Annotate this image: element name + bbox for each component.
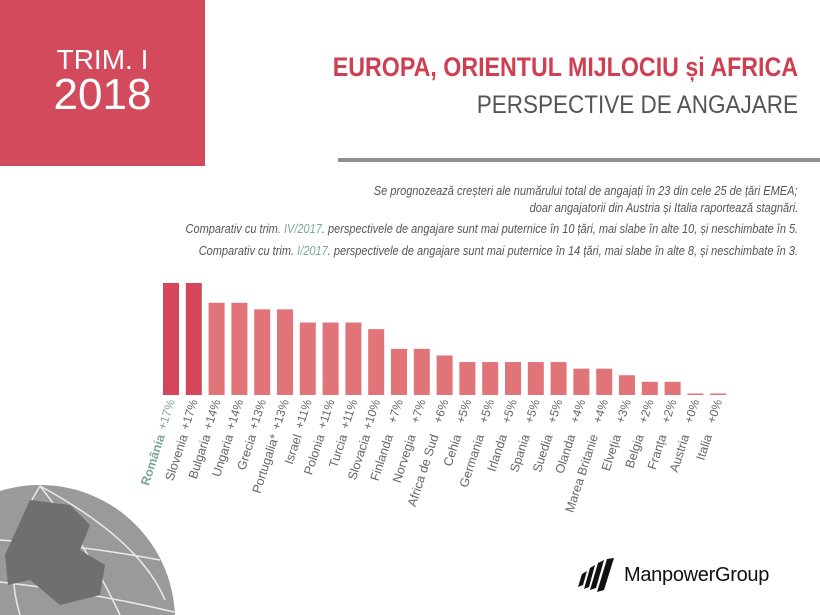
- value-label: +4%: [590, 397, 611, 425]
- value-label: +5%: [522, 397, 543, 425]
- value-label: +13%: [246, 397, 269, 431]
- note-text: . perspectivele de angajare sunt mai put…: [321, 222, 798, 236]
- value-label: +14%: [223, 397, 246, 431]
- value-label: +3%: [613, 397, 634, 425]
- value-label: +5%: [499, 397, 520, 425]
- value-label: +6%: [431, 397, 452, 425]
- category-label: Franța: [645, 433, 669, 472]
- value-label: +0%: [704, 397, 725, 425]
- note-line-1: Se prognozează creșteri ale numărului to…: [374, 184, 798, 198]
- note-line-2: doar angajatorii din Austria și Italia r…: [529, 201, 798, 215]
- bar-olanda: [573, 368, 590, 395]
- category-label: Irlanda: [485, 433, 510, 474]
- bar-marea-britanie: [596, 368, 613, 395]
- value-label: +14%: [201, 397, 224, 431]
- note-highlight: IV/2017: [283, 222, 322, 236]
- value-label: +11%: [315, 397, 338, 430]
- category-label: Suedia: [530, 433, 555, 474]
- bar-ungaria: [231, 302, 248, 395]
- bar-franța: [664, 381, 681, 395]
- value-label: +2%: [636, 397, 657, 425]
- value-label: +17%: [155, 397, 178, 431]
- value-label: +7%: [408, 397, 429, 425]
- bar-spania: [527, 362, 544, 395]
- value-label: +5%: [545, 397, 566, 425]
- logo-text: ManpowerGroup: [624, 563, 770, 586]
- value-label: +17%: [178, 397, 201, 431]
- bar-cehia: [459, 362, 476, 395]
- bar-polonia: [322, 322, 339, 395]
- category-label: Ungaria: [209, 433, 236, 479]
- quarter-badge: TRIM. I 2018: [0, 0, 205, 166]
- category-label: Austria: [667, 433, 692, 474]
- value-label: +2%: [659, 397, 680, 425]
- globe-graphic: [0, 484, 175, 615]
- category-label: Spania: [507, 433, 532, 474]
- bar-irlanda: [505, 362, 521, 395]
- value-label: +4%: [567, 397, 588, 425]
- bar-germania: [482, 362, 499, 395]
- note-line-4: Comparativ cu trim. I/2017. perspectivel…: [199, 244, 798, 258]
- bar-austria: [687, 393, 704, 395]
- category-label: Turcia: [326, 433, 350, 470]
- note-text: . perspectivele de angajare sunt mai put…: [327, 244, 798, 258]
- category-label: Elveția: [599, 433, 624, 473]
- category-label: Polonia: [301, 433, 327, 477]
- bar-africa-de-sud: [436, 355, 453, 395]
- note-text: Comparativ cu trim.: [185, 222, 284, 236]
- bar-portugalia-: [277, 309, 293, 395]
- value-label: +10%: [360, 397, 383, 431]
- bar-românia: [163, 283, 179, 395]
- value-label: +5%: [476, 397, 497, 425]
- category-label: Belgia: [623, 433, 647, 470]
- bar-finlanda: [391, 348, 407, 395]
- bar-norvegia: [413, 348, 430, 395]
- quarter-label: TRIM. I: [56, 44, 149, 75]
- page-subtitle: PERSPECTIVE DE ANGAJARE: [476, 91, 798, 119]
- logo-mark-icon: [578, 558, 614, 592]
- value-label: +11%: [292, 397, 315, 430]
- value-label: +11%: [338, 397, 361, 430]
- bar-slovacia: [368, 329, 385, 395]
- bar-bulgaria: [208, 302, 225, 395]
- bar-turcia: [345, 322, 362, 395]
- page-title: EUROPA, ORIENTUL MIJLOCIU și AFRICA: [332, 52, 798, 82]
- category-label: Olanda: [552, 433, 578, 476]
- manpowergroup-logo: ManpowerGroup: [578, 558, 769, 592]
- year-label: 2018: [53, 70, 152, 119]
- divider: [338, 158, 820, 162]
- bar-grecia: [254, 309, 271, 395]
- bar-belgia: [641, 381, 658, 395]
- bar-suedia: [550, 362, 567, 395]
- category-label: Israel: [282, 433, 305, 466]
- note-highlight: I/2017: [297, 244, 328, 258]
- bar-italia: [710, 393, 727, 395]
- value-label: +0%: [681, 397, 702, 425]
- bar-slovenia: [185, 283, 202, 395]
- bar-elveția: [619, 375, 635, 395]
- value-label: +13%: [269, 397, 292, 431]
- note-text: Comparativ cu trim.: [198, 244, 298, 258]
- bar-israel: [299, 322, 316, 395]
- value-label: +7%: [385, 397, 406, 425]
- category-label: Cehia: [441, 433, 464, 468]
- note-line-3: Comparativ cu trim. IV/2017. perspective…: [185, 222, 798, 236]
- value-label: +5%: [453, 397, 474, 425]
- category-label: Italia: [694, 433, 715, 462]
- category-label: Grecia: [234, 433, 259, 472]
